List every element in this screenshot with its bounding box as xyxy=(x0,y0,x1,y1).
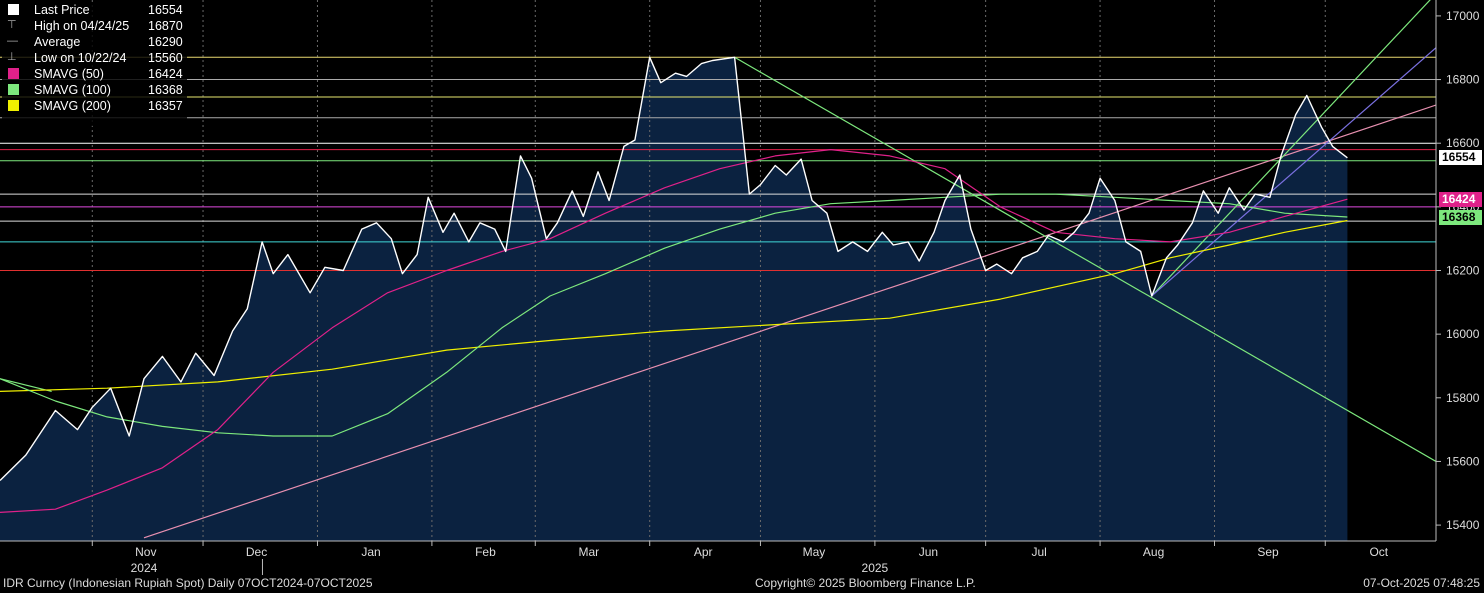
legend-value: 16554 xyxy=(148,3,183,17)
x-tick-label-may: May xyxy=(803,545,826,559)
legend-value: 15560 xyxy=(148,51,183,65)
last-price-tag: 16554 xyxy=(1439,150,1482,166)
legend-item-average: — Average 16290 xyxy=(2,34,187,50)
y-tick-label-17000: 17000 xyxy=(1446,9,1480,23)
yellow-square-icon xyxy=(8,100,19,111)
series-line-smavg-100 xyxy=(0,193,1348,437)
legend-value: 16357 xyxy=(148,99,183,113)
legend-value: 16424 xyxy=(148,67,183,81)
x-tick-label-nov: Nov xyxy=(135,545,156,559)
white-square-icon xyxy=(8,4,19,15)
low-marker-icon: ⊥ xyxy=(7,51,17,63)
legend-item-smavg-100: SMAVG (100) 16368 xyxy=(2,82,187,98)
legend-item-smavg-50: SMAVG (50) 16424 xyxy=(2,66,187,82)
legend-label: Low on 10/22/24 xyxy=(34,51,127,65)
legend-label: Last Price xyxy=(34,3,90,17)
legend-label: SMAVG (100) xyxy=(34,83,111,97)
legend-value: 16870 xyxy=(148,19,183,33)
y-tick-label-16800: 16800 xyxy=(1446,73,1480,87)
x-tick-label-jul: Jul xyxy=(1031,545,1046,559)
smavg-50-tag: 16424 xyxy=(1439,191,1482,207)
trend-line-2 xyxy=(0,378,52,393)
trend-line-1 xyxy=(143,104,1436,539)
x-tick-label-dec: Dec xyxy=(246,545,267,559)
x-year-label-2025: 2025 xyxy=(862,561,889,575)
x-tick-label-aug: Aug xyxy=(1143,545,1164,559)
chart-legend: Last Price 16554 ⊤ High on 04/24/25 1687… xyxy=(2,2,187,126)
legend-value: 16290 xyxy=(148,35,183,49)
series-line-smavg-50 xyxy=(0,149,1348,513)
y-tick-label-15600: 15600 xyxy=(1446,454,1480,468)
x-year-label-2024: 2024 xyxy=(131,561,158,575)
timestamp: 07-Oct-2025 07:48:25 xyxy=(1363,576,1480,590)
trend-line-5 xyxy=(1151,47,1436,297)
legend-label: SMAVG (200) xyxy=(34,99,111,113)
series-line-smavg-200 xyxy=(0,219,1348,392)
y-tick-label-15800: 15800 xyxy=(1446,391,1480,405)
x-tick-label-oct: Oct xyxy=(1369,545,1388,559)
x-tick-label-mar: Mar xyxy=(578,545,599,559)
trend-line-3 xyxy=(734,56,1436,462)
x-tick-label-sep: Sep xyxy=(1257,545,1279,559)
legend-item-low: ⊥ Low on 10/22/24 15560 xyxy=(2,50,187,66)
x-tick-label-apr: Apr xyxy=(694,545,713,559)
price-area-fill xyxy=(0,57,1348,541)
y-tick-label-16000: 16000 xyxy=(1446,327,1480,341)
legend-label: High on 04/24/25 xyxy=(34,19,130,33)
x-tick-label-feb: Feb xyxy=(475,545,496,559)
x-tick-label-jun: Jun xyxy=(919,545,938,559)
legend-label: SMAVG (50) xyxy=(34,67,104,81)
legend-item-high: ⊤ High on 04/24/25 16870 xyxy=(2,18,187,34)
smavg-100-tag: 16368 xyxy=(1439,209,1482,225)
security-description: IDR Curncy (Indonesian Rupiah Spot) Dail… xyxy=(3,576,373,590)
magenta-square-icon xyxy=(8,68,19,79)
copyright-notice: Copyright© 2025 Bloomberg Finance L.P. xyxy=(755,576,976,590)
y-tick-label-16200: 16200 xyxy=(1446,264,1480,278)
trend-line-4 xyxy=(1151,0,1431,297)
legend-item-smavg-200: SMAVG (200) 16357 xyxy=(2,98,187,114)
x-tick-label-jan: Jan xyxy=(361,545,380,559)
legend-label: Average xyxy=(34,35,81,49)
legend-value: 16368 xyxy=(148,83,183,97)
series-line-last-price xyxy=(0,56,1348,481)
legend-item-last-price: Last Price 16554 xyxy=(2,2,187,18)
y-tick-label-16600: 16600 xyxy=(1446,136,1480,150)
y-tick-label-15400: 15400 xyxy=(1446,518,1480,532)
green-square-icon xyxy=(8,84,19,95)
high-marker-icon: ⊤ xyxy=(7,19,17,31)
average-marker-icon: — xyxy=(7,35,18,47)
